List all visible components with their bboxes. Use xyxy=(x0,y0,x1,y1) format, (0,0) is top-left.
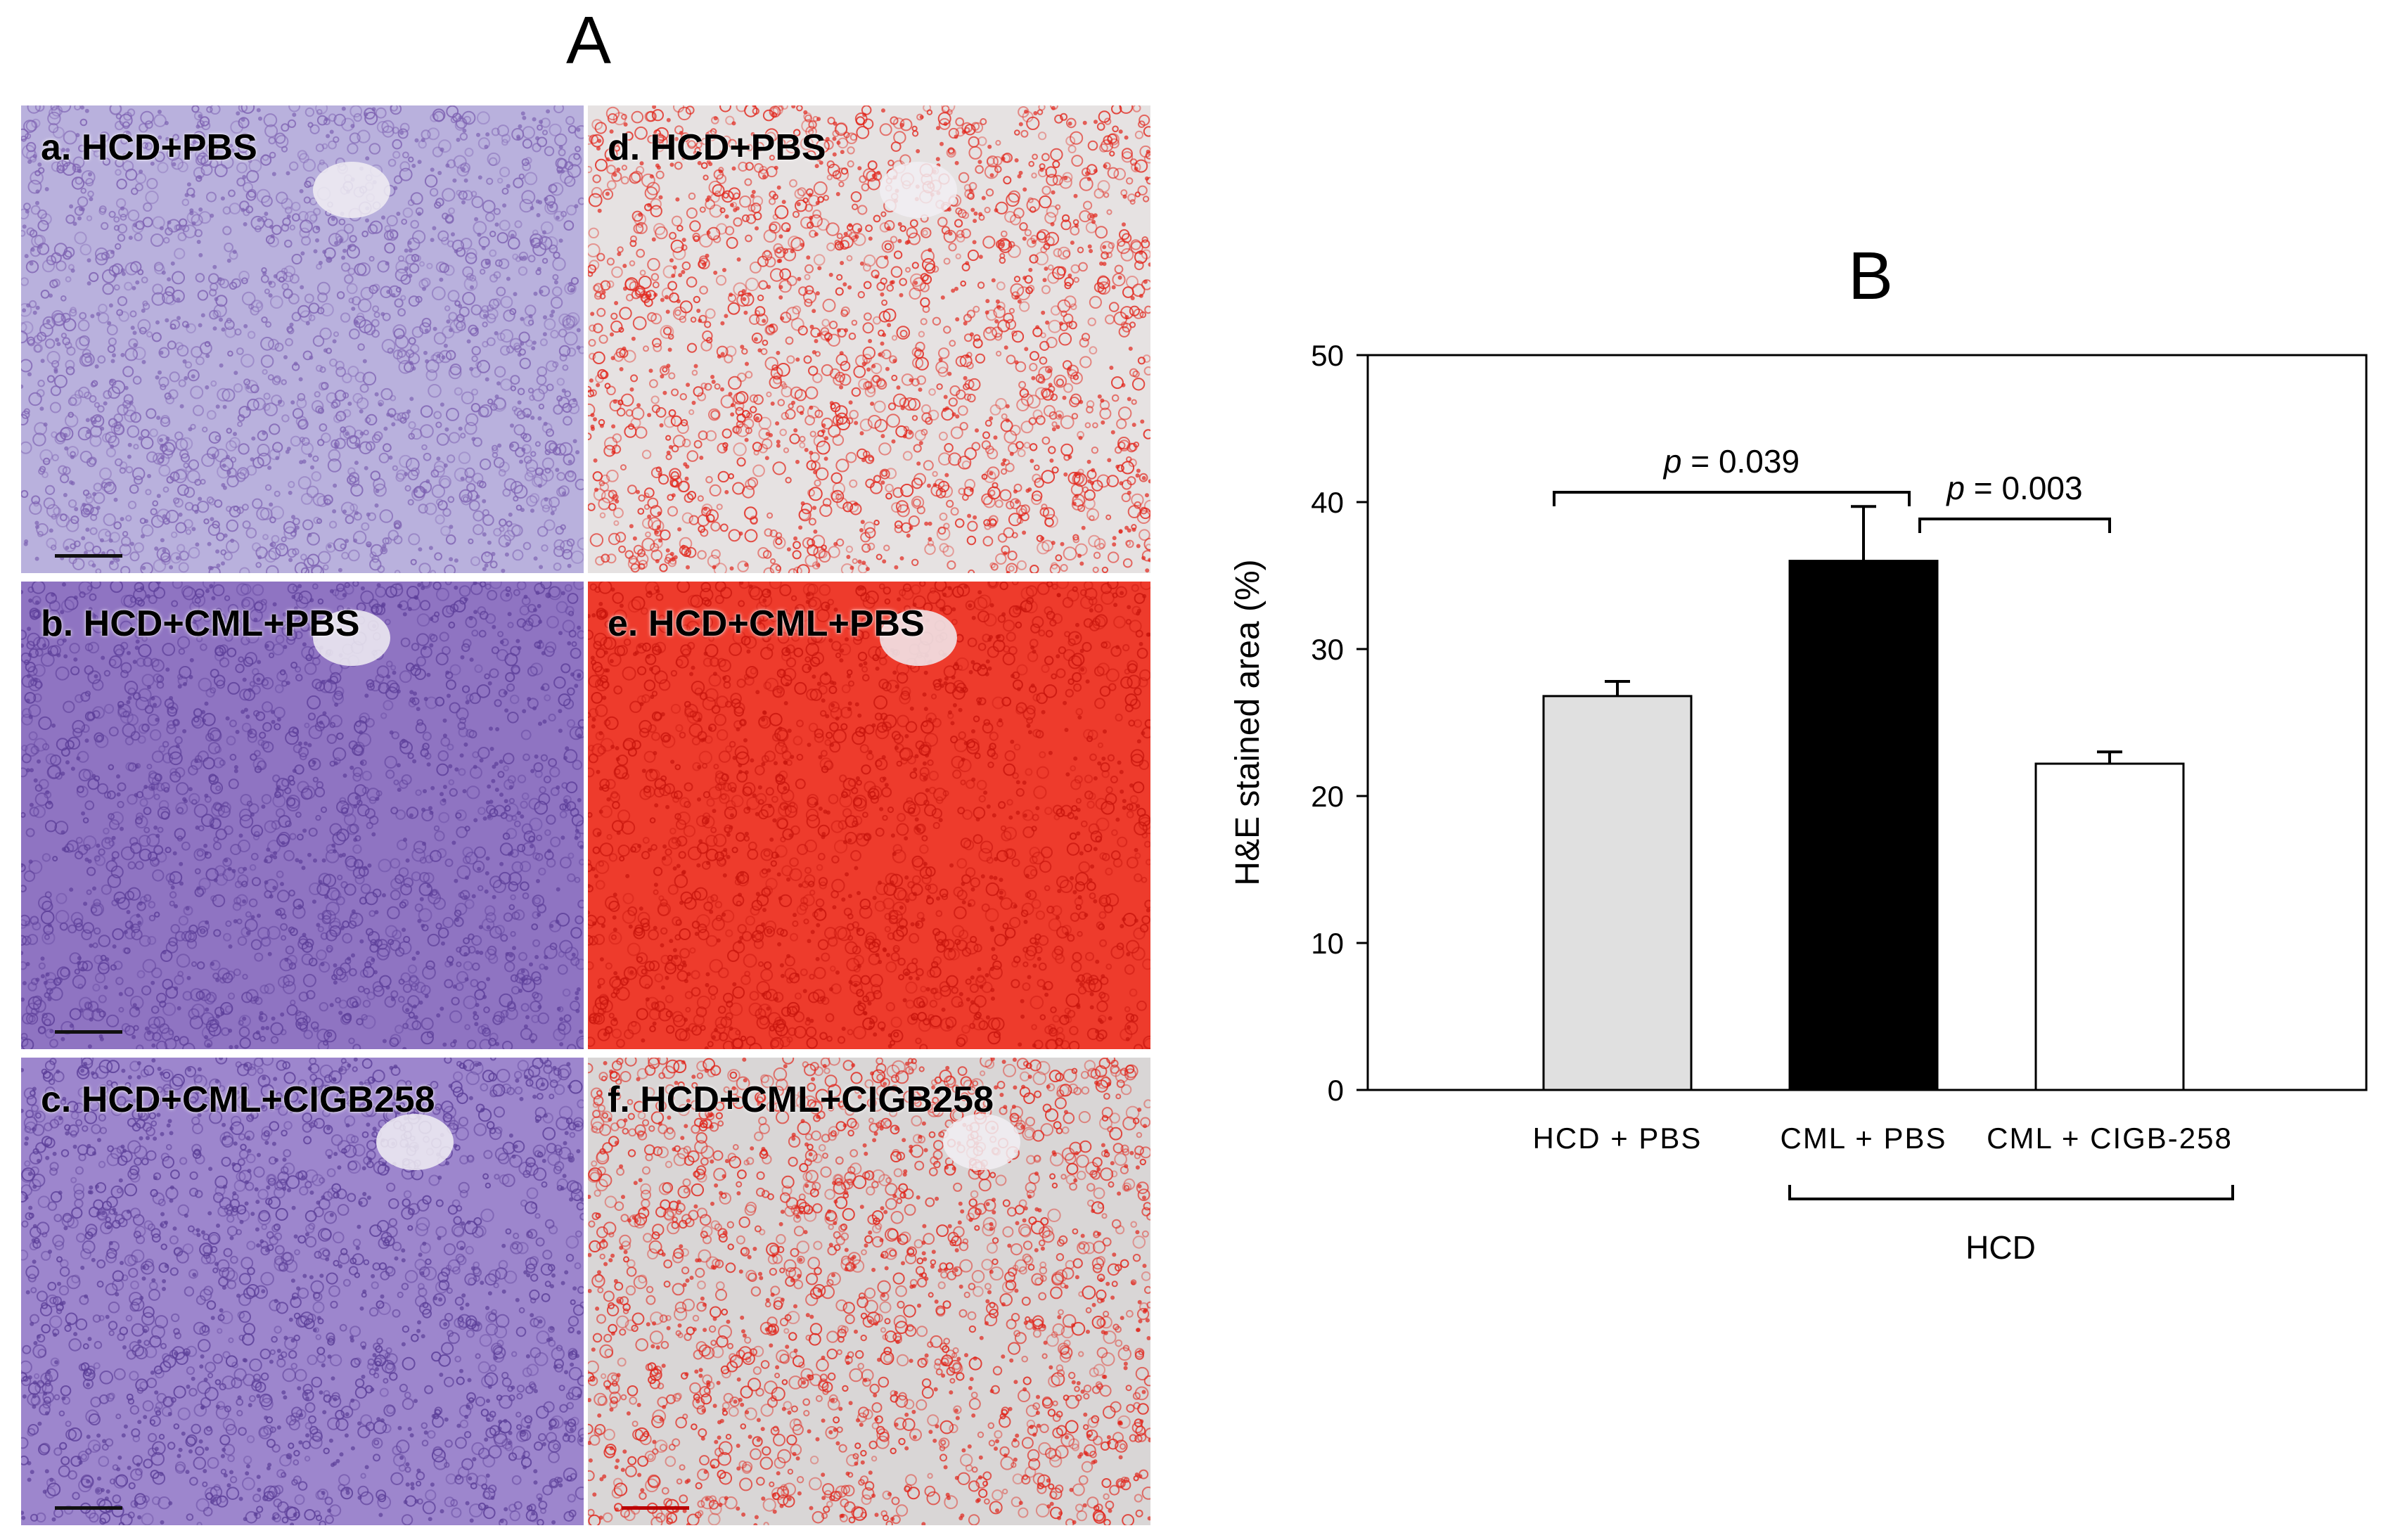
bar xyxy=(1542,695,1693,1091)
panel-a-letter: A xyxy=(566,3,612,78)
micrograph-label-d: d. HCD+PBS xyxy=(608,127,826,168)
y-tick-label: 50 xyxy=(1311,339,1344,372)
comparison-bracket xyxy=(1553,491,1911,506)
y-tick-label: 20 xyxy=(1311,780,1344,813)
micrograph-label-c: c. HCD+CML+CIGB258 xyxy=(41,1079,435,1120)
p-value-label: p = 0.039 xyxy=(1662,443,1800,480)
bar xyxy=(1788,560,1939,1091)
x-category-label: CML + CIGB-258 xyxy=(1987,1122,2233,1155)
micrograph-label-e: e. HCD+CML+PBS xyxy=(608,603,925,644)
y-axis-label: H&E stained area (%) xyxy=(1229,559,1266,885)
p-value-label: p = 0.003 xyxy=(1945,470,2082,506)
scale-bar xyxy=(55,1506,122,1510)
p-value: = 0.039 xyxy=(1682,443,1800,480)
tissue-texture xyxy=(21,1058,584,1525)
p-value: = 0.003 xyxy=(1965,470,2083,506)
panel-b-letter: B xyxy=(1848,238,1893,314)
x-category-label: CML + PBS xyxy=(1780,1122,1946,1155)
scale-bar xyxy=(55,1030,122,1034)
y-tick-label: 40 xyxy=(1311,486,1344,519)
tissue-texture xyxy=(21,582,584,1049)
group-bracket xyxy=(1788,1185,2234,1200)
bar-chart: B 0 10 20 30 40 50 H&E stained area (%) HCD + P… xyxy=(1229,238,2368,1266)
micrograph-d: d. HCD+PBS xyxy=(588,105,1150,573)
bar xyxy=(2034,762,2185,1091)
scale-bar xyxy=(55,554,122,558)
group-bracket-label: HCD xyxy=(1965,1229,2036,1266)
micrograph-a: a. HCD+PBS xyxy=(21,105,584,573)
p-symbol: p xyxy=(1945,470,1965,506)
p-symbol: p xyxy=(1662,443,1682,480)
micrograph-b: b. HCD+CML+PBS xyxy=(21,582,584,1049)
micrograph-f: f. HCD+CML+CIGB258 xyxy=(588,1058,1150,1525)
x-category-label: HCD + PBS xyxy=(1533,1122,1702,1155)
y-tick-label: 0 xyxy=(1328,1074,1344,1107)
comparison-bracket xyxy=(1918,518,2111,533)
bar-chart-panel-b: B 0 10 20 30 40 50 H&E stained area (%) HCD + P… xyxy=(1224,218,2386,1301)
tissue-texture xyxy=(588,1058,1150,1525)
tissue-texture xyxy=(588,105,1150,573)
micrograph-c: c. HCD+CML+CIGB258 xyxy=(21,1058,584,1525)
tissue-texture xyxy=(21,105,584,573)
tissue-texture xyxy=(588,582,1150,1049)
y-tick-label: 10 xyxy=(1311,927,1344,960)
micrograph-grid: a. HCD+PBS b. HCD+CML+PBS c. HCD+CML+CIG… xyxy=(21,105,1150,1526)
y-tick-label: 30 xyxy=(1311,633,1344,666)
scale-bar xyxy=(622,1506,689,1510)
micrograph-e: e. HCD+CML+PBS xyxy=(588,582,1150,1049)
micrograph-label-a: a. HCD+PBS xyxy=(41,127,257,168)
micrograph-label-f: f. HCD+CML+CIGB258 xyxy=(608,1079,994,1120)
micrograph-label-b: b. HCD+CML+PBS xyxy=(41,603,360,644)
